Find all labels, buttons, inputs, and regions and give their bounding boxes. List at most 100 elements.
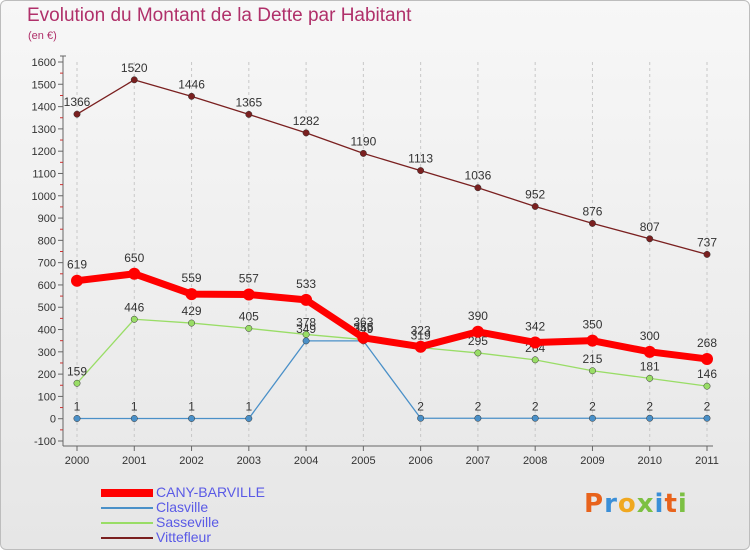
data-point [586, 334, 599, 347]
series-line [77, 340, 707, 420]
x-tick-label: 2010 [637, 455, 661, 467]
data-label: 159 [67, 364, 87, 378]
data-point [188, 415, 195, 422]
legend-label: Clasville [156, 499, 209, 515]
data-label: 2 [532, 399, 539, 413]
data-point [245, 415, 253, 422]
data-point [531, 414, 539, 422]
data-point [300, 293, 313, 306]
data-label: 619 [67, 258, 87, 272]
data-label: 2 [589, 399, 596, 413]
data-label: 650 [124, 251, 144, 265]
x-tick-label: 2009 [580, 455, 604, 467]
y-tick-label: 900 [38, 213, 56, 225]
y-tick-label: 500 [38, 302, 56, 314]
data-label: 1 [74, 399, 81, 413]
logo-letter: x [636, 489, 655, 519]
data-point [188, 319, 195, 327]
data-point [185, 288, 198, 301]
legend-swatch [101, 537, 153, 539]
data-label: 446 [124, 300, 144, 314]
data-point [703, 382, 711, 390]
data-label: 405 [239, 309, 259, 323]
y-tick-label: 1000 [32, 191, 56, 203]
legend-swatch [101, 507, 153, 509]
chart-title: Evolution du Montant de la Dette par Hab… [27, 5, 412, 26]
data-label: 300 [640, 329, 660, 343]
y-tick-label: 1100 [32, 168, 56, 180]
data-point [474, 349, 482, 357]
data-point [417, 414, 425, 422]
y-tick-label: 600 [38, 280, 56, 292]
data-label: 2 [704, 399, 711, 413]
x-tick-label: 2007 [466, 455, 490, 467]
x-tick-label: 2001 [122, 455, 146, 467]
data-point [130, 415, 138, 422]
data-label: 181 [640, 359, 660, 373]
data-label: 1113 [408, 152, 433, 166]
data-point [71, 274, 83, 287]
data-point [245, 110, 253, 118]
legend-swatch [101, 489, 153, 497]
y-tick-label: 1300 [32, 124, 56, 136]
proxiti-logo: Proxiti [584, 489, 688, 519]
data-point [589, 219, 596, 227]
data-point [245, 324, 253, 332]
series-line [76, 79, 708, 256]
y-tick-label: 1500 [32, 79, 56, 91]
y-tick-label: -100 [34, 436, 56, 448]
data-point [73, 110, 81, 118]
data-label: 363 [353, 315, 373, 329]
data-point [646, 374, 654, 382]
x-tick-label: 2003 [237, 455, 261, 467]
data-label: 146 [697, 367, 717, 381]
series-line [76, 318, 708, 387]
legend-label: Sasseville [156, 514, 220, 530]
data-label: 1 [131, 399, 138, 413]
chart-subtitle: (en €) [28, 30, 57, 42]
y-tick-label: 400 [38, 325, 56, 337]
data-label: 1520 [121, 61, 148, 75]
x-tick-label: 2004 [294, 455, 318, 467]
data-label: 342 [525, 319, 545, 333]
data-label: 557 [239, 272, 259, 286]
x-tick-label: 2011 [695, 455, 719, 467]
data-label: 952 [525, 187, 545, 201]
data-point [474, 184, 482, 192]
logo-letter: t [664, 489, 678, 519]
y-tick-label: 1600 [32, 57, 56, 69]
data-label: 319 [411, 329, 431, 343]
data-label: 2 [475, 399, 482, 413]
data-point [417, 167, 425, 175]
data-label: 2 [417, 399, 424, 413]
data-label: 737 [697, 235, 717, 249]
logo-letter: i [677, 489, 688, 519]
data-point [130, 76, 138, 84]
data-point [646, 414, 654, 422]
data-point [471, 325, 484, 338]
data-label: 295 [468, 334, 488, 348]
series-line [76, 270, 708, 363]
data-point [703, 414, 711, 422]
data-point [414, 340, 427, 353]
y-tick-label: 100 [38, 391, 56, 403]
data-label: 215 [582, 352, 602, 366]
legend-swatch [101, 522, 153, 524]
data-label: 378 [296, 315, 316, 329]
data-label: 1 [245, 399, 252, 413]
data-point [188, 92, 195, 100]
data-point [531, 203, 539, 210]
x-tick-label: 2005 [351, 455, 375, 467]
data-label: 1190 [350, 134, 376, 148]
logo-letter: P [584, 489, 605, 519]
data-label: 350 [582, 318, 602, 332]
data-point [302, 330, 310, 338]
data-point [589, 414, 596, 422]
x-tick-label: 2000 [65, 455, 89, 467]
data-point [302, 337, 310, 345]
data-point [302, 129, 310, 137]
data-point [242, 288, 255, 301]
logo-letter: o [617, 489, 637, 519]
logo-letter: i [654, 489, 665, 519]
